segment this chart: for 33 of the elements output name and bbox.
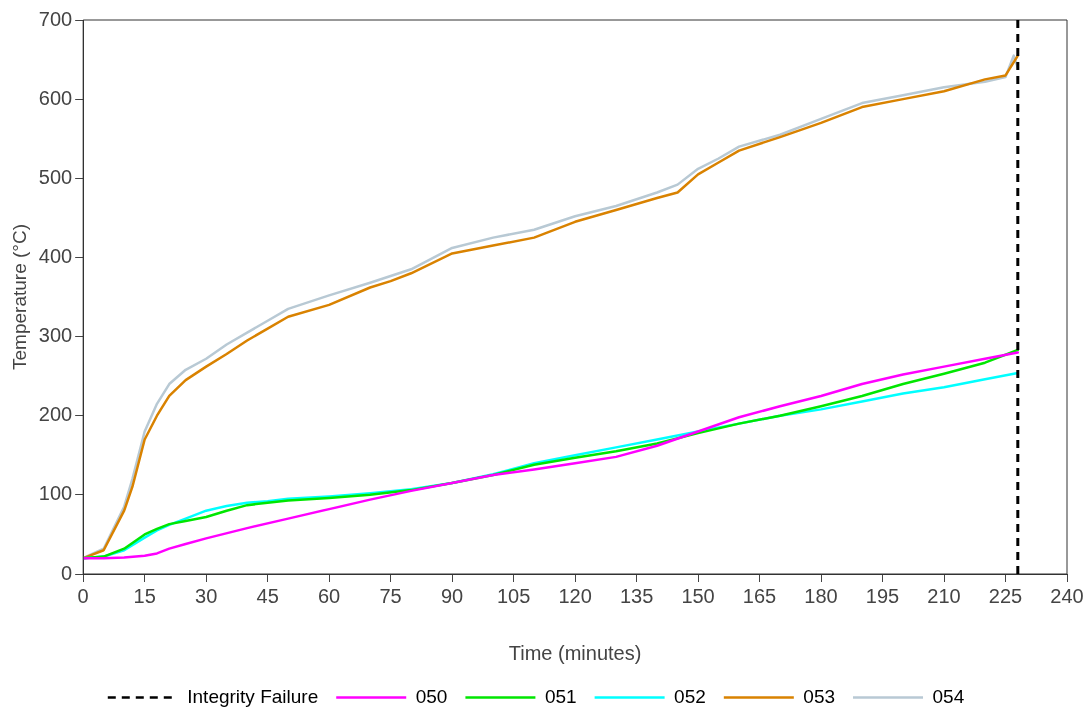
x-tick-label: 0 — [77, 584, 89, 607]
y-tick-label: 100 — [38, 482, 73, 505]
x-tick-label: 165 — [742, 584, 777, 607]
legend-label: 053 — [803, 685, 836, 707]
x-tick-label: 195 — [865, 584, 900, 607]
y-axis-title: Temperature (°C) — [8, 224, 30, 370]
x-tick-label: 15 — [133, 584, 156, 607]
x-axis-title: Time (minutes) — [508, 641, 642, 664]
y-tick-label: 300 — [38, 324, 73, 347]
x-tick-label: 135 — [619, 584, 654, 607]
x-tick-label: 90 — [440, 584, 464, 607]
x-tick-label: 75 — [379, 584, 402, 607]
y-tick-label: 500 — [38, 165, 73, 188]
x-tick-label: 225 — [988, 584, 1023, 607]
legend-label: 051 — [544, 685, 577, 707]
x-tick-label: 180 — [804, 584, 838, 607]
x-tick-label: 60 — [318, 584, 341, 607]
y-tick-label: 700 — [38, 7, 73, 30]
y-tick-label: 200 — [38, 403, 73, 426]
y-tick-label: 0 — [61, 561, 73, 584]
x-tick-label: 240 — [1050, 584, 1084, 607]
legend-label: 052 — [674, 685, 706, 707]
x-tick-label: 30 — [195, 584, 218, 607]
x-tick-label: 150 — [681, 584, 715, 607]
legend-label: Integrity Failure — [187, 685, 319, 707]
x-tick-label: 210 — [927, 584, 961, 607]
x-tick-label: 105 — [496, 584, 531, 607]
legend-label: 054 — [932, 685, 965, 707]
x-tick-label: 120 — [558, 584, 592, 607]
y-tick-label: 600 — [38, 86, 73, 109]
y-tick-label: 400 — [38, 244, 73, 267]
legend-label: 050 — [415, 685, 448, 707]
x-tick-label: 45 — [256, 584, 279, 607]
